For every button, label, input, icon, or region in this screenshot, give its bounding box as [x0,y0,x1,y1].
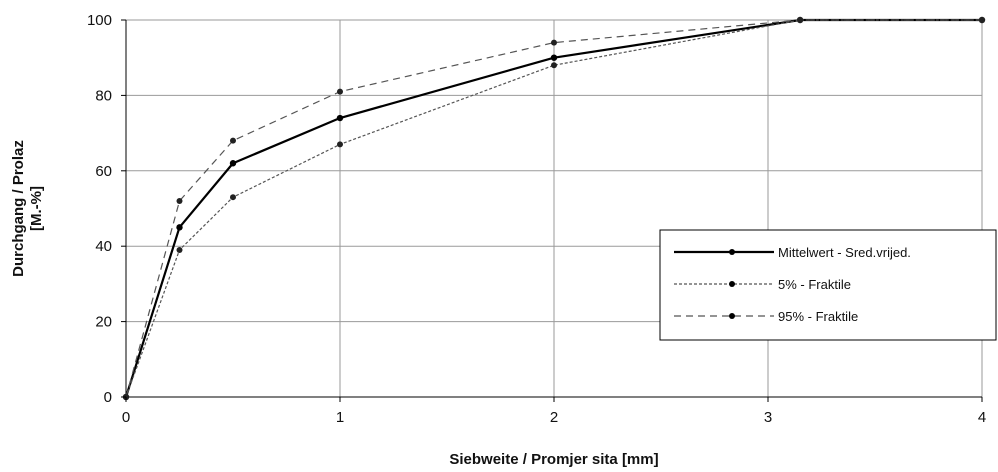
y-tick-label: 0 [104,389,112,406]
data-point [797,17,804,23]
y-tick-label: 100 [87,12,112,29]
legend-marker [729,313,735,319]
legend: Mittelwert - Sred.vrijed. 5% - Fraktile 95… [659,229,997,341]
data-point [551,39,557,46]
data-point [337,88,343,95]
legend-entry-label: Mittelwert - Sred.vrijed. [778,245,911,260]
x-tick-label: 0 [122,409,130,426]
x-tick-label: 1 [336,409,344,426]
x-tick-label: 3 [764,409,772,426]
y-axis-title-line2: [M.-%] [28,186,45,231]
y-tick-label: 80 [95,87,112,104]
data-point [230,137,236,144]
x-tick-label: 2 [550,409,558,426]
legend-marker [729,281,735,287]
data-point [337,141,343,148]
data-point [230,194,236,201]
legend-marker [729,249,735,255]
legend-box [659,229,997,341]
x-tick-label: 4 [978,409,986,426]
series-lines [122,16,986,401]
data-point [176,246,183,253]
data-point [176,197,183,204]
y-axis-title-line1: Durchgang / Prolaz [10,140,27,277]
tick-labels: 0 20 40 60 80 100 0 1 2 3 4 [87,12,986,426]
data-point [551,62,557,69]
data-point [176,224,183,231]
data-point [336,114,344,122]
y-tick-label: 20 [95,314,112,331]
y-tick-label: 40 [95,238,112,255]
data-point [550,54,558,61]
legend-entry-label: 95% - Fraktile [778,309,858,324]
data-point [229,160,237,167]
legend-entry-label: 5% - Fraktile [778,277,851,292]
gridlines [126,19,983,397]
y-tick-label: 60 [95,163,112,180]
x-axis-title: Siebweite / Promjer sita [mm] [449,451,658,468]
data-point [979,17,985,23]
